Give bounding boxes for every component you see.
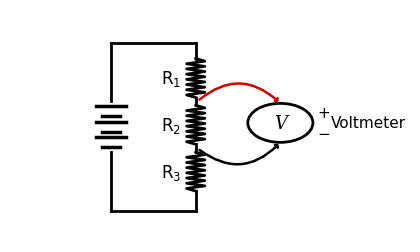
FancyArrowPatch shape — [200, 145, 278, 165]
Text: R$_3$: R$_3$ — [161, 162, 181, 182]
Text: +: + — [318, 105, 331, 120]
FancyArrowPatch shape — [200, 84, 278, 102]
Text: R$_2$: R$_2$ — [161, 115, 181, 135]
Text: R$_1$: R$_1$ — [161, 69, 181, 89]
Text: Voltmeter: Voltmeter — [331, 116, 406, 131]
Text: −: − — [318, 127, 331, 142]
Text: V: V — [274, 114, 287, 132]
